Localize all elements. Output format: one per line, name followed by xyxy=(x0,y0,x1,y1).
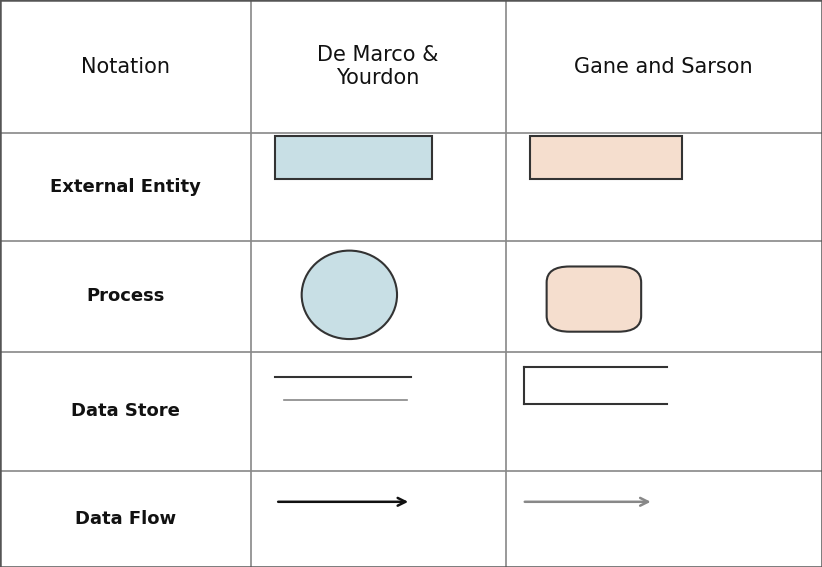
Text: External Entity: External Entity xyxy=(50,178,201,196)
Text: Gane and Sarson: Gane and Sarson xyxy=(575,57,753,77)
Text: De Marco &
Yourdon: De Marco & Yourdon xyxy=(317,45,439,88)
Text: Data Flow: Data Flow xyxy=(75,510,176,528)
Text: Process: Process xyxy=(86,287,164,305)
FancyBboxPatch shape xyxy=(547,266,641,332)
Text: Notation: Notation xyxy=(81,57,170,77)
Text: Data Store: Data Store xyxy=(71,402,180,420)
Bar xyxy=(275,136,432,179)
Bar xyxy=(530,136,682,179)
Ellipse shape xyxy=(302,251,397,339)
